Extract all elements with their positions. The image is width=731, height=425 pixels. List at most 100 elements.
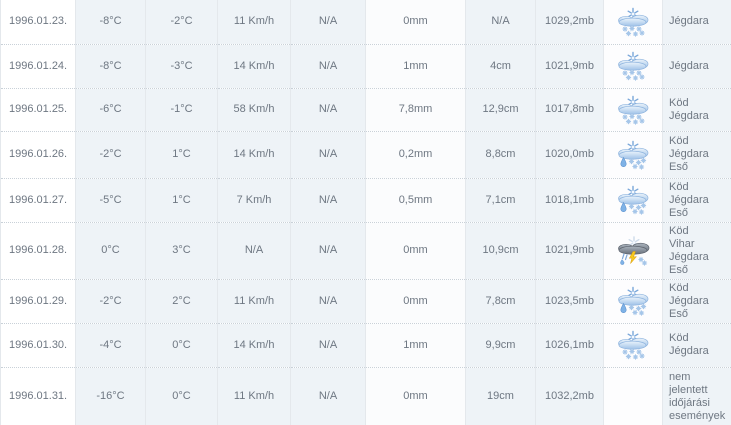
pressure-cell: 1017,8mb <box>535 87 604 131</box>
weather-icon-cell <box>603 0 663 44</box>
wind-speed-cell: 11 Km/h <box>217 0 291 44</box>
max-temp-cell: 1°C <box>145 130 218 178</box>
wind-speed-cell: 14 Km/h <box>217 322 291 367</box>
precipitation-cell: 0mm <box>365 221 466 279</box>
weather-icon-cell <box>603 278 663 323</box>
table-row: 1996.01.30. -4°C 0°C 14 Km/h N/A 1mm 9,9cm 1026… <box>0 322 731 367</box>
table-row: 1996.01.26. -2°C 1°C 14 Km/h N/A 0,2mm 8,8cm 10… <box>0 130 731 178</box>
precipitation-cell: 1mm <box>365 43 466 88</box>
weather-events-cell: Köd Jégdara Eső <box>662 177 731 222</box>
precipitation-cell: 0,5mm <box>365 177 466 222</box>
pressure-cell: 1029,2mb <box>535 0 604 44</box>
date-cell: 1996.01.26. <box>0 130 76 178</box>
date-cell: 1996.01.24. <box>0 43 76 88</box>
snow-depth-cell: 8,8cm <box>465 130 536 178</box>
weather-icon-cell <box>603 221 663 279</box>
na-cell: N/A <box>290 0 366 44</box>
pressure-cell: 1032,2mb <box>535 366 604 425</box>
max-temp-cell: -1°C <box>145 87 218 131</box>
na-cell: N/A <box>290 43 366 88</box>
weather-icon-cell <box>603 177 663 222</box>
precipitation-cell: 0mm <box>365 0 466 44</box>
max-temp-cell: 2°C <box>145 278 218 323</box>
na-cell: N/A <box>290 177 366 222</box>
snow-depth-cell: 7,1cm <box>465 177 536 222</box>
weather-icon-cell <box>603 87 663 131</box>
na-cell: N/A <box>290 130 366 178</box>
min-temp-cell: -5°C <box>75 177 146 222</box>
snow-depth-cell: N/A <box>465 0 536 44</box>
snow-depth-cell: 4cm <box>465 43 536 88</box>
min-temp-cell: -16°C <box>75 366 146 425</box>
weather-events-cell: Jégdara <box>662 0 731 44</box>
max-temp-cell: 3°C <box>145 221 218 279</box>
table-row: 1996.01.29. -2°C 2°C 11 Km/h N/A 0mm 7,8cm 1023… <box>0 278 731 323</box>
wind-speed-cell: 14 Km/h <box>217 130 291 178</box>
snow-rain-cloud-icon <box>615 185 652 215</box>
snow-depth-cell: 19cm <box>465 366 536 425</box>
wind-speed-cell: N/A <box>217 221 291 279</box>
pressure-cell: 1021,9mb <box>535 43 604 88</box>
wind-speed-cell: 7 Km/h <box>217 177 291 222</box>
wind-speed-cell: 58 Km/h <box>217 87 291 131</box>
na-cell: N/A <box>290 87 366 131</box>
weather-events-cell: Köd Jégdara <box>662 87 731 131</box>
date-cell: 1996.01.27. <box>0 177 76 222</box>
na-cell: N/A <box>290 221 366 279</box>
snow-rain-cloud-icon <box>615 140 652 170</box>
weather-events-cell: nem jelentett időjárási események <box>662 366 731 425</box>
weather-events-cell: Köd Vihar Jégdara Eső <box>662 221 731 279</box>
min-temp-cell: 0°C <box>75 221 146 279</box>
snow-cloud-icon <box>615 51 652 81</box>
pressure-cell: 1020,0mb <box>535 130 604 178</box>
snow-depth-cell: 7,8cm <box>465 278 536 323</box>
thunderstorm-snow-cloud-icon <box>615 236 652 266</box>
table-row: 1996.01.24. -8°C -3°C 14 Km/h N/A 1mm 4cm 1021,… <box>0 43 731 88</box>
snow-rain-cloud-icon <box>615 286 652 316</box>
table-row: 1996.01.31. -16°C 0°C 11 Km/h N/A 0mm 19cm 1032… <box>0 366 731 425</box>
wind-speed-cell: 11 Km/h <box>217 366 291 425</box>
max-temp-cell: 1°C <box>145 177 218 222</box>
date-cell: 1996.01.23. <box>0 0 76 44</box>
table-row: 1996.01.27. -5°C 1°C 7 Km/h N/A 0,5mm 7,1cm 101… <box>0 177 731 222</box>
date-cell: 1996.01.29. <box>0 278 76 323</box>
date-cell: 1996.01.25. <box>0 87 76 131</box>
weather-icon-cell <box>603 366 663 425</box>
snow-depth-cell: 12,9cm <box>465 87 536 131</box>
na-cell: N/A <box>290 366 366 425</box>
weather-events-cell: Jégdara <box>662 43 731 88</box>
snow-cloud-icon <box>615 330 652 360</box>
table-row: 1996.01.28. 0°C 3°C N/A N/A 0mm 10,9cm 1021,9mb… <box>0 221 731 279</box>
snow-depth-cell: 10,9cm <box>465 221 536 279</box>
pressure-cell: 1026,1mb <box>535 322 604 367</box>
min-temp-cell: -2°C <box>75 130 146 178</box>
precipitation-cell: 0mm <box>365 366 466 425</box>
na-cell: N/A <box>290 322 366 367</box>
date-cell: 1996.01.31. <box>0 366 76 425</box>
precipitation-cell: 0mm <box>365 278 466 323</box>
max-temp-cell: 0°C <box>145 322 218 367</box>
weather-events-cell: Köd Jégdara Eső <box>662 278 731 323</box>
date-cell: 1996.01.30. <box>0 322 76 367</box>
min-temp-cell: -8°C <box>75 0 146 44</box>
min-temp-cell: -4°C <box>75 322 146 367</box>
precipitation-cell: 7,8mm <box>365 87 466 131</box>
weather-icon-cell <box>603 43 663 88</box>
weather-icon-cell <box>603 130 663 178</box>
snow-cloud-icon <box>615 95 652 125</box>
date-cell: 1996.01.28. <box>0 221 76 279</box>
snow-depth-cell: 9,9cm <box>465 322 536 367</box>
pressure-cell: 1018,1mb <box>535 177 604 222</box>
na-cell: N/A <box>290 278 366 323</box>
precipitation-cell: 1mm <box>365 322 466 367</box>
table-row: 1996.01.25. -6°C -1°C 58 Km/h N/A 7,8mm 12,9cm… <box>0 87 731 131</box>
min-temp-cell: -2°C <box>75 278 146 323</box>
wind-speed-cell: 14 Km/h <box>217 43 291 88</box>
max-temp-cell: 0°C <box>145 366 218 425</box>
min-temp-cell: -8°C <box>75 43 146 88</box>
wind-speed-cell: 11 Km/h <box>217 278 291 323</box>
pressure-cell: 1023,5mb <box>535 278 604 323</box>
